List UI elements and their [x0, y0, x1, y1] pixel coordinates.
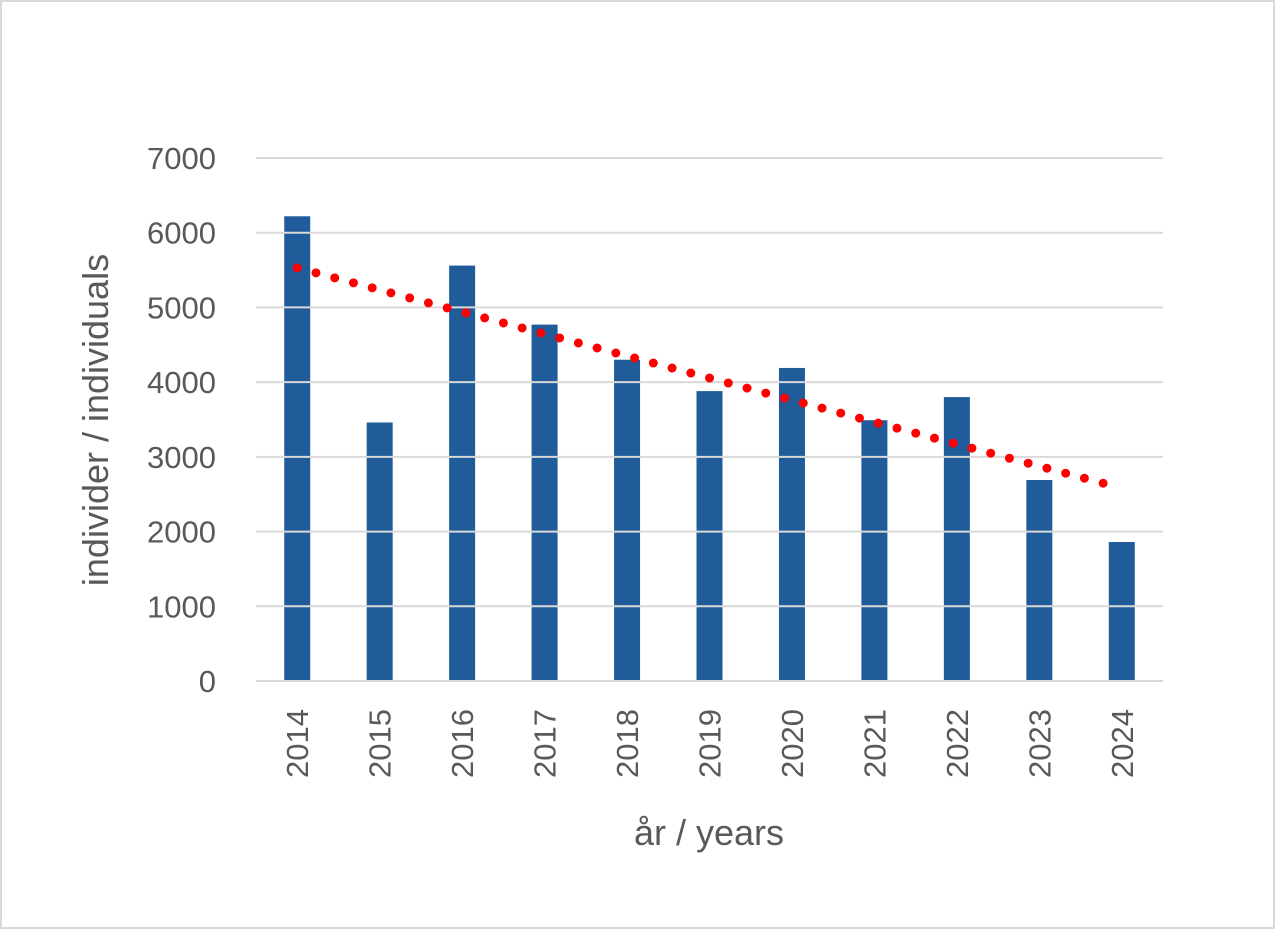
bar — [1108, 542, 1135, 681]
y-axis-tick-labels: 0 1000 2000 3000 4000 5000 6000 7000 — [147, 141, 216, 699]
x-tick-label: 2023 — [1022, 709, 1057, 778]
y-tick-label: 7000 — [147, 141, 216, 176]
y-tick-label: 2000 — [147, 515, 216, 550]
y-tick-label: 0 — [199, 664, 216, 699]
bar — [696, 391, 723, 681]
x-tick-label: 2020 — [775, 709, 810, 778]
x-tick-label: 2014 — [280, 709, 315, 778]
bar — [943, 397, 970, 681]
trendline — [292, 263, 1127, 493]
gridlines — [256, 157, 1163, 682]
bar — [861, 420, 888, 681]
bar — [614, 359, 641, 681]
x-tick-label: 2015 — [363, 709, 398, 778]
x-axis-tick-labels: 2014 2015 2016 2017 2018 2019 2020 2021 2022 2023… — [280, 709, 1140, 778]
bar — [531, 324, 558, 681]
bar — [1026, 480, 1053, 681]
bar-series — [284, 216, 1135, 681]
bar — [284, 216, 311, 681]
x-tick-label: 2016 — [445, 709, 480, 778]
bar — [366, 422, 393, 681]
x-axis-title: år / years — [634, 812, 784, 853]
y-tick-label: 3000 — [147, 440, 216, 475]
bar — [778, 367, 805, 681]
x-tick-label: 2019 — [693, 709, 728, 778]
x-tick-label: 2017 — [528, 709, 563, 778]
x-tick-label: 2024 — [1105, 709, 1140, 778]
trendline-path — [292, 263, 1127, 493]
y-axis-title: individer / individuals — [75, 254, 116, 586]
y-tick-label: 1000 — [147, 589, 216, 624]
x-tick-label: 2018 — [610, 709, 645, 778]
x-tick-label: 2022 — [940, 709, 975, 778]
y-tick-label: 4000 — [147, 365, 216, 400]
bar — [449, 265, 476, 681]
y-tick-label: 5000 — [147, 290, 216, 325]
y-tick-label: 6000 — [147, 216, 216, 251]
x-tick-label: 2021 — [857, 709, 892, 778]
